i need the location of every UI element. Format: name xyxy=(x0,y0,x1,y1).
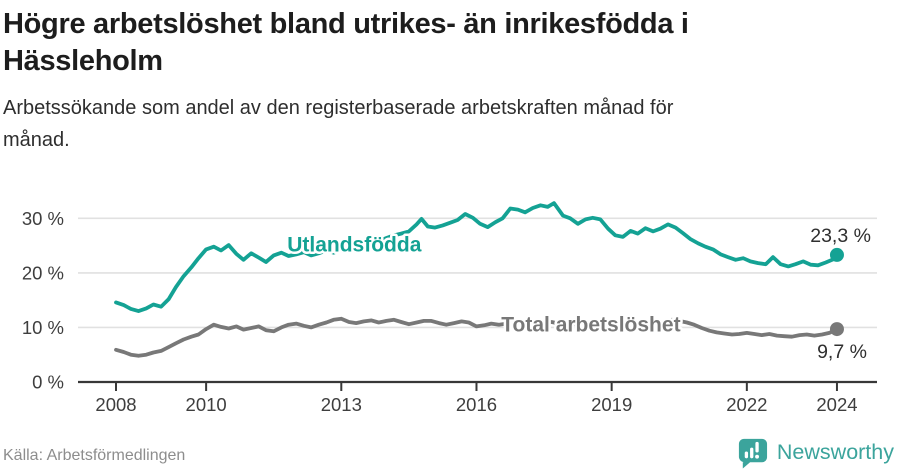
series-end-dot xyxy=(829,322,844,337)
x-tick-label: 2010 xyxy=(186,394,227,415)
series-end-value-label: 9,7 % xyxy=(817,341,867,363)
x-tick-label: 2022 xyxy=(726,394,767,415)
y-tick-label: 10 % xyxy=(22,317,64,338)
series-label: Total arbetslöshet xyxy=(501,313,680,336)
newsworthy-logo: Newsworthy xyxy=(736,436,894,469)
x-tick-label: 2013 xyxy=(321,394,362,415)
series-line-utlandsf-dda xyxy=(114,201,839,314)
newsworthy-speech-bubble-barchart-icon xyxy=(738,438,767,469)
source-note: Källa: Arbetsförmedlingen xyxy=(3,447,186,464)
y-tick-label: 30 % xyxy=(22,208,64,229)
page-subtitle: Arbetssökande som andel av den registerb… xyxy=(3,97,674,151)
series-line-total-arbetsl-shet xyxy=(114,316,839,358)
y-tick-label: 0 % xyxy=(32,372,64,393)
series-end-dot xyxy=(829,247,844,262)
page-title: Högre arbetslöshet bland utrikes- än inr… xyxy=(3,8,689,77)
x-tick-label: 2024 xyxy=(816,394,857,415)
series-end-value-label: 23,3 % xyxy=(810,225,871,247)
x-tick-label: 2016 xyxy=(456,394,497,415)
y-tick-label: 20 % xyxy=(22,262,64,283)
newsworthy-logo-text: Newsworthy xyxy=(776,440,894,464)
x-tick-label: 2019 xyxy=(591,394,632,415)
series-label: Utlandsfödda xyxy=(287,233,421,256)
x-tick-label: 2008 xyxy=(95,394,136,415)
